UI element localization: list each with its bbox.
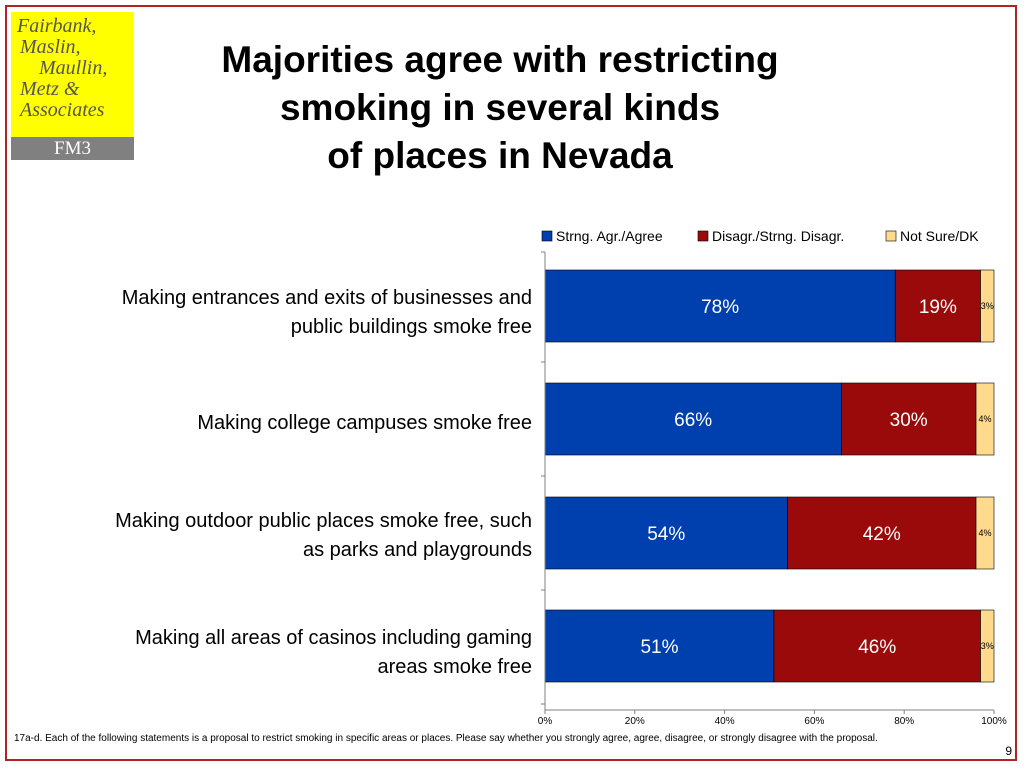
legend-label: Not Sure/DK — [900, 228, 979, 244]
x-tick-label: 80% — [894, 716, 914, 727]
category-label: Making entrances and exits of businesses… — [12, 284, 532, 342]
category-label: Making all areas of casinos including ga… — [12, 624, 532, 682]
x-tick-label: 60% — [804, 716, 824, 727]
logo-line: Metz & — [20, 78, 80, 100]
data-label: 3% — [981, 641, 994, 651]
data-label: 51% — [640, 637, 678, 658]
bar-segment — [544, 609, 775, 683]
bar-segment — [980, 609, 995, 683]
legend-swatch — [541, 230, 553, 242]
x-tick-label: 20% — [625, 716, 645, 727]
logo-line: Maslin, — [20, 36, 81, 58]
bar-segment — [975, 382, 995, 456]
logo-text-box: Fairbank, Maslin, Maullin, Metz & Associ… — [11, 12, 134, 137]
category-label-line: Making college campuses smoke free — [197, 412, 532, 434]
bar-segment — [544, 269, 896, 343]
bar-segment — [980, 269, 995, 343]
category-label-line: public buildings smoke free — [290, 316, 532, 338]
data-label: 19% — [919, 297, 957, 318]
legend-label: Disagr./Strng. Disagr. — [712, 228, 844, 244]
logo-band: FM3 — [11, 137, 134, 160]
bar-segment — [841, 382, 977, 456]
title-line: Majorities agree with restricting — [221, 39, 779, 80]
bar-segment — [787, 496, 977, 570]
data-label: 54% — [647, 524, 685, 545]
category-label-line: areas smoke free — [377, 656, 532, 678]
legend-swatch — [885, 230, 897, 242]
category-label: Making outdoor public places smoke free,… — [12, 507, 532, 565]
x-tick-label: 40% — [715, 716, 735, 727]
footnote: 17a-d. Each of the following statements … — [14, 733, 878, 744]
data-label: 4% — [979, 414, 992, 424]
data-label: 66% — [674, 410, 712, 431]
legend-swatch — [697, 230, 709, 242]
title-line: of places in Nevada — [327, 135, 673, 176]
slide-border — [5, 5, 1017, 761]
x-tick-label: 100% — [981, 716, 1007, 727]
bar-segment — [773, 609, 981, 683]
page-number: 9 — [1005, 744, 1012, 758]
logo-line: Associates — [20, 99, 105, 121]
bar-segment — [544, 496, 788, 570]
category-label-line: as parks and playgrounds — [302, 539, 532, 561]
category-label-line: Making all areas of casinos including ga… — [135, 627, 532, 649]
category-label-line: Making outdoor public places smoke free,… — [115, 510, 532, 532]
category-label-line: Making entrances and exits of businesses… — [121, 287, 532, 309]
data-label: 78% — [701, 297, 739, 318]
legend-label: Strng. Agr./Agree — [556, 228, 663, 244]
bar-segment — [544, 382, 842, 456]
title-line: smoking in several kinds — [279, 87, 721, 128]
logo-line: Fairbank, — [17, 15, 97, 37]
data-label: 3% — [981, 301, 994, 311]
bar-segment — [894, 269, 981, 343]
data-label: 30% — [890, 410, 928, 431]
x-tick-label: 0% — [538, 716, 553, 727]
logo-line: Maullin, — [39, 57, 108, 79]
data-label: 42% — [863, 524, 901, 545]
company-logo: Fairbank, Maslin, Maullin, Metz & Associ… — [11, 12, 134, 160]
slide-title: Majorities agree with restricting smokin… — [190, 36, 810, 180]
bar-segment — [975, 496, 995, 570]
category-label: Making college campuses smoke free — [12, 409, 532, 438]
data-label: 4% — [979, 528, 992, 538]
data-label: 46% — [858, 637, 896, 658]
